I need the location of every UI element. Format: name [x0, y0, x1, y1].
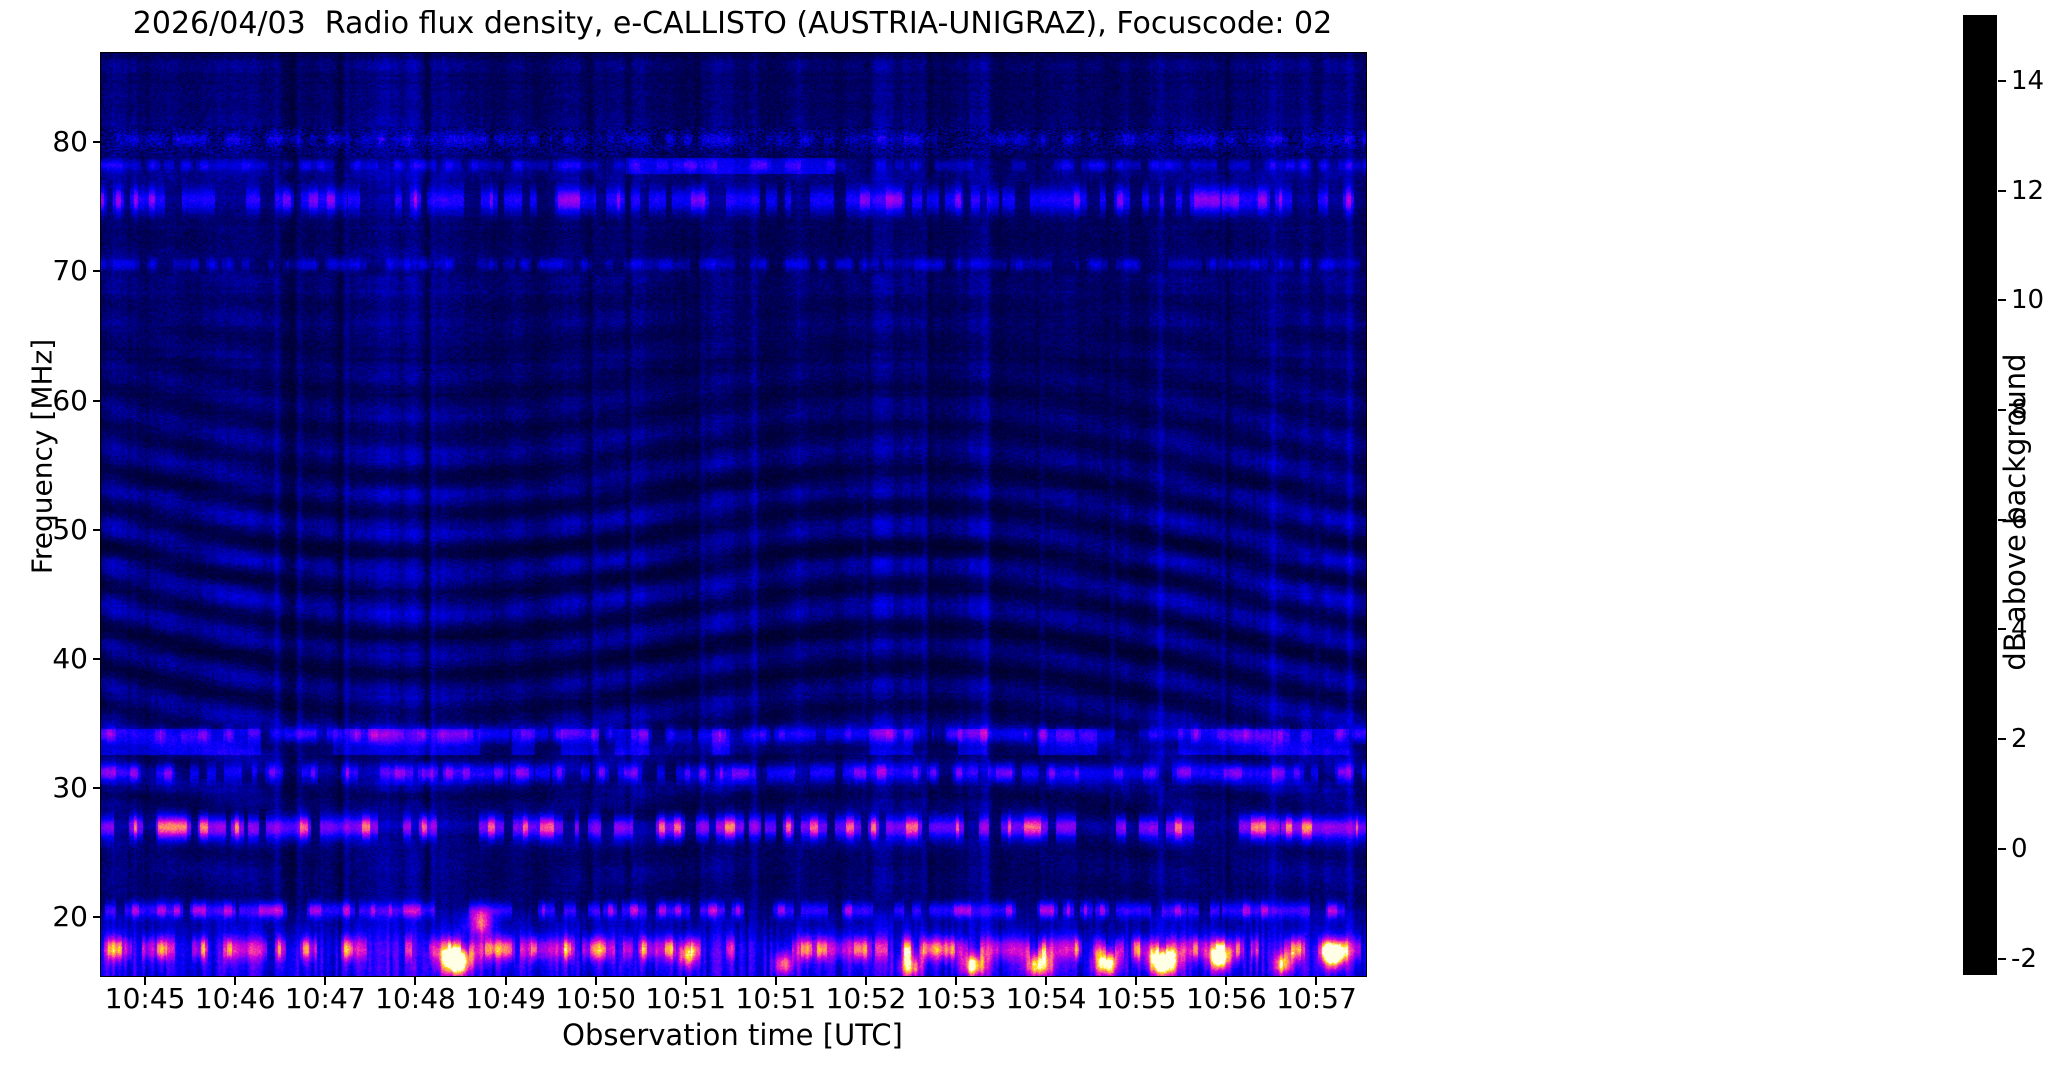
- y-tick-mark: [93, 915, 101, 918]
- x-tick-label: 10:46: [194, 982, 276, 1015]
- y-tick-label: 20: [52, 899, 88, 933]
- colorbar-tick-label: 8: [2011, 394, 2028, 425]
- x-tick-mark: [324, 976, 327, 985]
- colorbar-tick-label: 2: [2011, 724, 2028, 755]
- colorbar[interactable]: -2 0 2 4 6 8 10 12 14: [1963, 15, 2044, 975]
- x-tick-mark: [774, 976, 777, 985]
- x-tick-mark: [1315, 976, 1318, 985]
- x-axis-label: Observation time [UTC]: [562, 1018, 903, 1052]
- x-tick-label: 10:47: [284, 982, 366, 1015]
- x-tick-label: 10:55: [1095, 982, 1177, 1015]
- y-tick-label: 60: [52, 383, 88, 417]
- x-tick-mark: [144, 976, 147, 985]
- colorbar-tick-mark: [1998, 847, 2006, 850]
- colorbar-tick-label: 6: [2011, 504, 2028, 535]
- colorbar-tick-mark: [1998, 628, 2006, 631]
- x-tick-mark: [864, 976, 867, 985]
- x-tick-label: 10:57: [1276, 982, 1357, 1015]
- x-tick-label: 10:54: [1005, 982, 1087, 1015]
- x-tick-label: 10:49: [465, 982, 546, 1015]
- colorbar-tick-mark: [1998, 189, 2006, 192]
- x-tick-label: 10:45: [104, 982, 186, 1015]
- spectrogram-image[interactable]: [101, 53, 1366, 976]
- colorbar-tick-label: 4: [2011, 614, 2028, 645]
- colorbar-tick-mark: [1998, 408, 2006, 411]
- x-tick-mark: [1225, 976, 1228, 985]
- colorbar-tick-mark: [1998, 957, 2006, 960]
- y-tick-label: 70: [52, 254, 88, 288]
- chart-title: 2026/04/03 Radio flux density, e-CALLIST…: [132, 6, 1333, 41]
- colorbar-tick-label: -2: [2011, 943, 2037, 974]
- y-tick-label: 40: [52, 641, 88, 675]
- x-tick-label: 10:51: [645, 982, 727, 1015]
- y-tick-mark: [93, 528, 101, 531]
- x-tick-mark: [684, 976, 687, 985]
- x-tick-mark: [955, 976, 958, 985]
- y-tick-mark: [93, 657, 101, 660]
- y-tick-mark: [93, 399, 101, 402]
- colorbar-tick-label: 10: [2011, 285, 2045, 316]
- x-tick-label: 10:48: [375, 982, 456, 1015]
- y-tick-label: 30: [52, 770, 88, 804]
- x-tick-mark: [504, 976, 507, 985]
- colorbar-tick-mark: [1998, 299, 2006, 302]
- x-tick-mark: [234, 976, 237, 985]
- y-tick-mark: [93, 786, 101, 789]
- colorbar-label: dB above background: [1998, 353, 2032, 671]
- colorbar-tick-mark: [1998, 738, 2006, 741]
- x-tick-label: 10:53: [915, 982, 997, 1015]
- x-tick-mark: [594, 976, 597, 985]
- x-tick-label: 10:52: [825, 982, 907, 1015]
- y-tick-mark: [93, 141, 101, 144]
- y-tick-label: 50: [52, 512, 88, 546]
- x-tick-mark: [1045, 976, 1048, 985]
- x-tick-mark: [414, 976, 417, 985]
- x-tick-label: 10:51: [735, 982, 817, 1015]
- colorbar-tick-label: 12: [2011, 175, 2045, 206]
- x-tick-label: 10:50: [555, 982, 636, 1015]
- colorbar-tick-label: 14: [2011, 65, 2045, 96]
- colorbar-tick-label: 0: [2011, 833, 2028, 864]
- spectrogram-plot-area[interactable]: [100, 52, 1367, 977]
- colorbar-tick-mark: [1998, 518, 2006, 521]
- colorbar-gradient: [1963, 15, 1997, 975]
- x-tick-mark: [1135, 976, 1138, 985]
- y-tick-label: 80: [52, 125, 88, 159]
- colorbar-tick-mark: [1998, 79, 2006, 82]
- x-tick-label: 10:56: [1185, 982, 1267, 1015]
- y-tick-mark: [93, 270, 101, 273]
